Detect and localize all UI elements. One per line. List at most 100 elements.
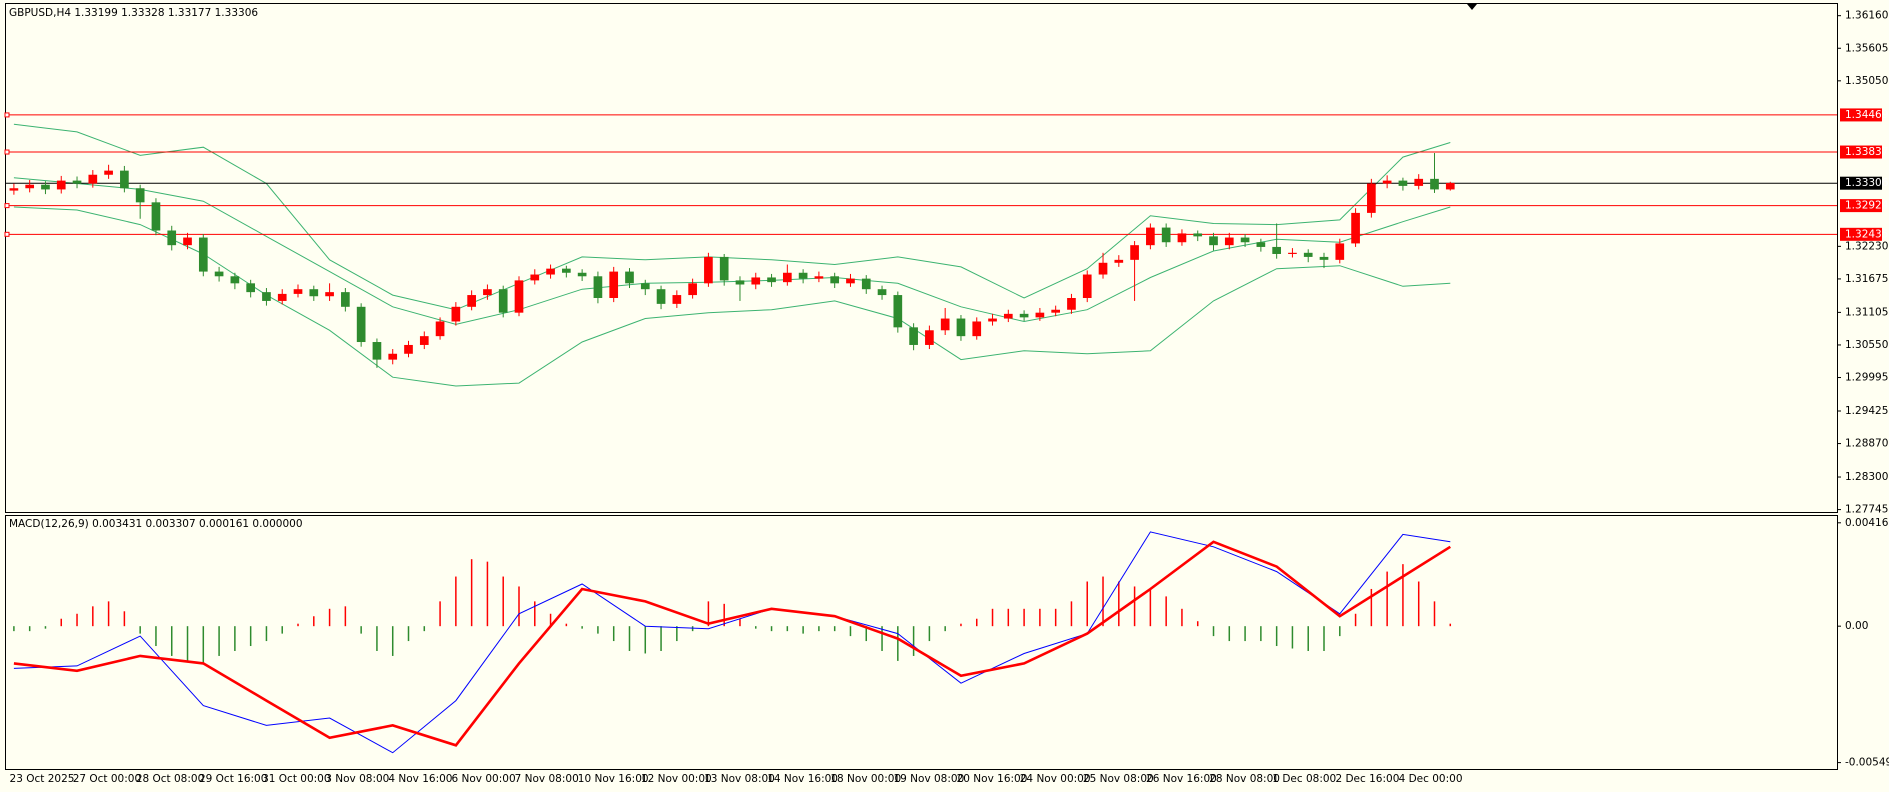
x-tick-label: 6 Nov 00:00: [452, 773, 516, 785]
histogram-bar: [833, 626, 836, 632]
histogram-bar: [991, 608, 994, 627]
candle-body: [1382, 180, 1392, 184]
x-tick-label: 24 Nov 00:00: [1020, 773, 1091, 785]
histogram-bar: [770, 626, 773, 632]
candle-body: [530, 274, 540, 281]
histogram-bar: [1433, 601, 1436, 627]
candle-body: [956, 318, 966, 337]
histogram-bar: [644, 626, 647, 654]
x-tick-label: 14 Nov 16:00: [767, 773, 838, 785]
histogram-bar: [881, 626, 883, 651]
histogram-bar: [1323, 626, 1325, 651]
candle-body: [214, 271, 224, 277]
candle-body: [609, 271, 619, 299]
candle-body: [1240, 237, 1250, 243]
candle-body: [1272, 246, 1281, 254]
histogram-bar: [1086, 581, 1088, 627]
y-tick-label: 0.004166: [1845, 517, 1889, 529]
histogram-bar: [281, 626, 283, 634]
histogram-bar: [92, 606, 94, 627]
histogram-bar: [76, 613, 78, 627]
histogram-bar: [1449, 623, 1452, 627]
histogram-bar: [518, 586, 520, 627]
candle-body: [1398, 180, 1408, 186]
histogram-bar: [107, 601, 110, 627]
candle-body: [56, 180, 66, 190]
histogram-bar: [186, 626, 189, 661]
histogram-bar: [470, 559, 473, 627]
histogram-bar: [344, 606, 347, 627]
histogram-bar: [297, 623, 299, 627]
candle-body: [735, 280, 745, 285]
histogram-bar: [865, 626, 868, 642]
histogram-bar: [802, 626, 804, 634]
histogram-bar: [628, 626, 631, 651]
histogram-bar: [1039, 608, 1041, 627]
candle-body: [1335, 243, 1345, 260]
x-tick-label: 27 Oct 00:00: [73, 773, 141, 785]
candle-body: [419, 336, 429, 345]
price-tag-label: 1.33306: [1845, 177, 1889, 189]
candle-body: [593, 276, 603, 299]
x-tick-label: 1 Dec 08:00: [1272, 773, 1336, 785]
candle-body: [309, 289, 319, 297]
x-tick-label: 20 Nov 16:00: [957, 773, 1028, 785]
candle-body: [1003, 313, 1013, 319]
histogram-bar: [423, 626, 426, 632]
histogram-bar: [928, 626, 931, 642]
histogram-bar: [897, 626, 899, 661]
level-anchor: [4, 149, 10, 155]
candle-body: [1367, 183, 1376, 213]
x-tick-label: 2 Dec 16:00: [1335, 773, 1399, 785]
price-tag: [1840, 108, 1882, 122]
candle-body: [467, 295, 476, 307]
histogram-bar: [360, 626, 362, 634]
x-tick-label: 4 Nov 16:00: [388, 773, 452, 785]
histogram-bar: [60, 618, 62, 627]
histogram-bar: [249, 626, 252, 647]
histogram-bar: [1417, 581, 1420, 627]
candle-body: [198, 237, 208, 272]
histogram-bar: [944, 626, 946, 632]
y-tick-label: 1.31675: [1845, 273, 1888, 285]
candle-body: [782, 272, 792, 283]
histogram-bar: [549, 613, 552, 627]
histogram-bar: [1402, 564, 1404, 627]
candle-body: [230, 276, 240, 284]
candle-body: [88, 174, 98, 184]
candle-body: [1161, 227, 1171, 243]
histogram-bar: [818, 626, 820, 632]
candle-body: [1067, 298, 1076, 310]
candle-body: [483, 289, 492, 296]
y-tick-label: 1.29995: [1845, 372, 1888, 384]
candle-body: [940, 318, 950, 331]
histogram-bar: [218, 626, 220, 656]
candle-body: [1177, 233, 1187, 243]
candle-body: [1303, 252, 1313, 257]
bollinger-lower: [13, 206, 1451, 387]
candle-body: [1019, 313, 1029, 318]
histogram-bar: [707, 601, 710, 627]
candle-body: [1319, 256, 1329, 260]
histogram-bar: [1386, 571, 1388, 627]
x-tick-label: 29 Oct 16:00: [199, 773, 267, 785]
y-tick-label: 1.29425: [1845, 405, 1888, 417]
histogram-bar: [1102, 576, 1104, 627]
candle-body: [546, 268, 555, 275]
candle-body: [925, 330, 934, 345]
candle-body: [1256, 242, 1266, 247]
histogram-bar: [44, 626, 47, 629]
price-tag: [1840, 145, 1882, 159]
price-panel: [5, 3, 1838, 513]
price-tag-label: 1.32924: [1845, 200, 1889, 212]
candle-body: [120, 170, 129, 189]
x-tick-label: 18 Nov 00:00: [830, 773, 901, 785]
histogram-bar: [1275, 626, 1278, 647]
y-tick-label: 1.35050: [1845, 75, 1888, 87]
histogram-bar: [612, 626, 615, 642]
histogram-bar: [597, 626, 599, 634]
candle-body: [814, 276, 824, 279]
histogram-bar: [1307, 626, 1309, 651]
y-tick-label: 1.27745: [1845, 504, 1888, 516]
candle-body: [1035, 312, 1045, 318]
